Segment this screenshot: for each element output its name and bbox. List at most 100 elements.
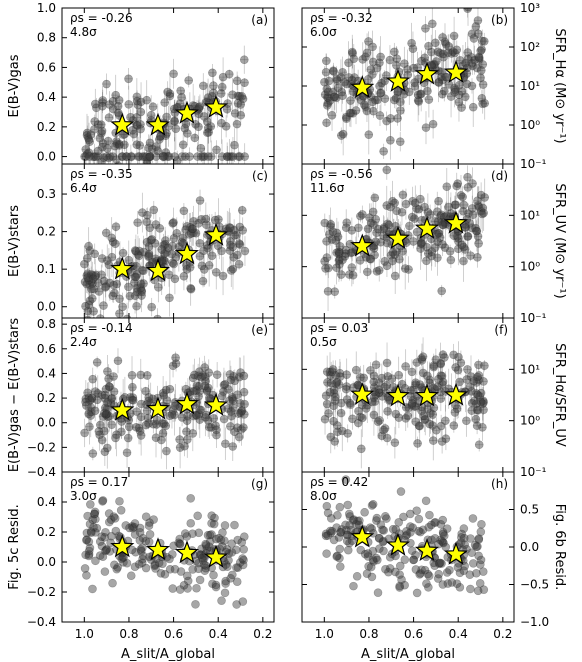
data-point bbox=[136, 120, 145, 129]
y-tick-label: 0.0 bbox=[37, 416, 56, 430]
data-point bbox=[402, 530, 412, 539]
data-point bbox=[457, 240, 467, 250]
data-point bbox=[463, 54, 473, 64]
data-point bbox=[408, 196, 417, 206]
data-point bbox=[435, 48, 445, 58]
y-tick-label: 10⁻¹ bbox=[520, 311, 547, 325]
data-point bbox=[467, 58, 477, 68]
data-point bbox=[136, 370, 146, 380]
data-point bbox=[327, 110, 337, 120]
data-point bbox=[347, 47, 357, 57]
data-point bbox=[454, 352, 463, 362]
data-point bbox=[203, 128, 212, 138]
data-point bbox=[433, 217, 443, 226]
data-point bbox=[453, 231, 462, 241]
data-point bbox=[467, 52, 476, 62]
data-point bbox=[474, 52, 484, 62]
data-point bbox=[110, 560, 119, 570]
data-point bbox=[183, 129, 192, 138]
data-point bbox=[323, 98, 333, 108]
data-point bbox=[362, 569, 372, 578]
data-point bbox=[436, 371, 446, 380]
data-point bbox=[150, 561, 159, 571]
data-point bbox=[417, 238, 426, 247]
data-point bbox=[331, 379, 341, 388]
data-point bbox=[425, 210, 435, 219]
data-point bbox=[330, 92, 340, 102]
data-point bbox=[423, 207, 433, 217]
data-point bbox=[225, 152, 234, 161]
data-point bbox=[185, 230, 194, 239]
data-point bbox=[453, 179, 463, 188]
data-point bbox=[432, 425, 441, 435]
data-point bbox=[439, 531, 449, 541]
data-point bbox=[460, 540, 470, 549]
data-point bbox=[410, 78, 419, 87]
data-point bbox=[337, 426, 347, 436]
data-point bbox=[240, 399, 249, 409]
data-point bbox=[457, 103, 466, 112]
data-point bbox=[436, 558, 445, 568]
data-point bbox=[200, 381, 210, 391]
y-axis-label: SFR_Hα/SFR_UV bbox=[552, 343, 567, 447]
data-point bbox=[368, 42, 377, 52]
data-point bbox=[111, 526, 121, 536]
data-point bbox=[155, 135, 164, 144]
data-point bbox=[195, 387, 204, 396]
data-point bbox=[375, 388, 384, 397]
data-point bbox=[201, 541, 211, 550]
data-point bbox=[193, 371, 203, 381]
y-tick-label: −0.4 bbox=[27, 615, 56, 629]
data-point bbox=[343, 530, 352, 540]
data-point bbox=[195, 367, 204, 376]
data-point bbox=[86, 407, 96, 417]
data-point bbox=[114, 161, 123, 164]
data-point bbox=[433, 382, 442, 392]
data-point bbox=[98, 142, 107, 152]
data-point bbox=[233, 535, 243, 545]
median-star-3 bbox=[414, 61, 440, 85]
data-point bbox=[429, 403, 439, 413]
data-point bbox=[462, 375, 472, 384]
x-tick-label: 1.0 bbox=[315, 627, 334, 641]
data-point bbox=[236, 368, 245, 377]
data-point bbox=[367, 501, 377, 510]
data-point bbox=[462, 79, 472, 89]
data-point bbox=[451, 200, 461, 209]
data-point bbox=[324, 76, 334, 86]
data-point bbox=[222, 104, 232, 114]
data-point bbox=[428, 421, 437, 430]
y-tick-label: 0.0 bbox=[37, 150, 56, 164]
data-point bbox=[452, 181, 462, 191]
data-point bbox=[135, 528, 145, 537]
data-point bbox=[162, 396, 172, 405]
data-point bbox=[199, 112, 209, 121]
data-point bbox=[94, 427, 104, 436]
data-point bbox=[337, 87, 347, 97]
data-point bbox=[101, 282, 110, 292]
data-point bbox=[234, 239, 244, 248]
data-point bbox=[473, 196, 482, 206]
data-point bbox=[401, 414, 411, 423]
data-point bbox=[414, 97, 424, 106]
data-point bbox=[226, 422, 235, 431]
panel-e: −0.4−0.20.00.20.40.60.8 ρs = -0.142.4σ(e)… bbox=[7, 317, 275, 479]
data-point bbox=[450, 48, 460, 58]
data-point bbox=[425, 378, 434, 388]
data-point bbox=[97, 541, 107, 551]
data-point bbox=[410, 214, 419, 223]
data-point bbox=[417, 406, 426, 416]
data-point bbox=[336, 528, 345, 537]
y-tick-label: −0.2 bbox=[27, 440, 56, 454]
data-point bbox=[169, 233, 179, 243]
data-point bbox=[466, 372, 476, 381]
data-point bbox=[98, 496, 108, 505]
data-point bbox=[467, 406, 477, 415]
data-point bbox=[438, 89, 447, 99]
data-point bbox=[416, 194, 425, 204]
data-point bbox=[404, 87, 414, 97]
data-point bbox=[104, 374, 113, 384]
data-point bbox=[145, 138, 155, 148]
data-point bbox=[386, 135, 395, 145]
data-point bbox=[191, 600, 200, 609]
